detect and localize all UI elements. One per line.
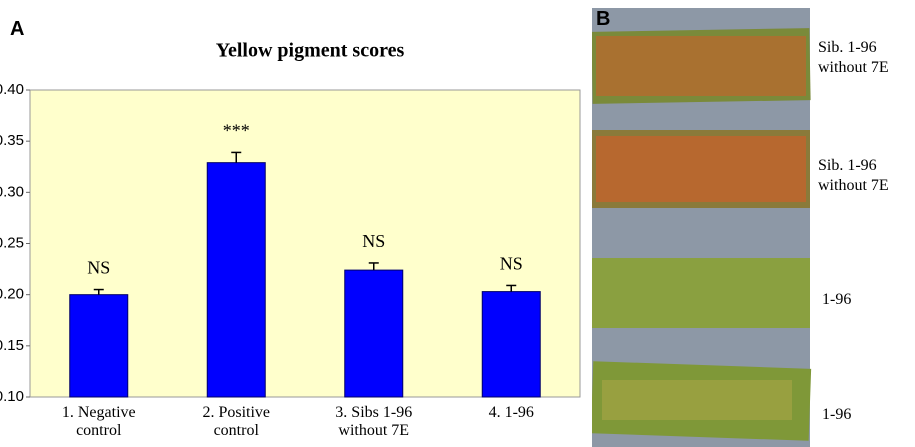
rust xyxy=(596,136,806,202)
y-tick-label: 0.25 xyxy=(0,234,24,251)
leaf-label: Sib. 1-96 without 7E xyxy=(818,38,915,78)
y-tick-label: 0.15 xyxy=(0,337,24,354)
leaf-label: Sib. 1-96 without 7E xyxy=(818,156,915,196)
leaf-label: 1-96 xyxy=(822,405,915,425)
leaf-label: 1-96 xyxy=(822,290,915,310)
bar xyxy=(482,292,540,397)
y-tick-label: 0.20 xyxy=(0,286,24,303)
y-tick-label: 0.35 xyxy=(0,132,24,149)
y-tick-label: 0.40 xyxy=(0,81,24,98)
bar xyxy=(70,295,128,397)
figure: Yellow pigment scores 0.10 0.15 0.20 0.25 0.… xyxy=(0,0,915,447)
y-tick-label: 0.10 xyxy=(0,388,24,405)
annotation: *** xyxy=(223,121,250,141)
annotation: NS xyxy=(87,258,110,278)
x-tick-label: 4. 1-96 xyxy=(456,404,566,422)
rust xyxy=(596,36,806,96)
chart: Yellow pigment scores 0.10 0.15 0.20 0.25 0.… xyxy=(0,0,600,447)
leaf-photo xyxy=(592,0,812,447)
panel-label: B xyxy=(596,8,610,31)
x-tick-label: 2. Positive control xyxy=(181,404,291,440)
leaf xyxy=(592,258,810,328)
bar xyxy=(345,270,403,397)
x-tick-label: 1. Negative control xyxy=(44,404,154,440)
annotation: NS xyxy=(500,254,523,274)
panel-label: A xyxy=(10,18,24,41)
bar xyxy=(207,163,265,397)
annotation: NS xyxy=(362,231,385,251)
x-tick-label: 3. Sibs 1-96 without 7E xyxy=(319,404,429,440)
chart-title: Yellow pigment scores xyxy=(216,40,405,62)
rust xyxy=(602,380,792,420)
y-tick-label: 0.30 xyxy=(0,183,24,200)
